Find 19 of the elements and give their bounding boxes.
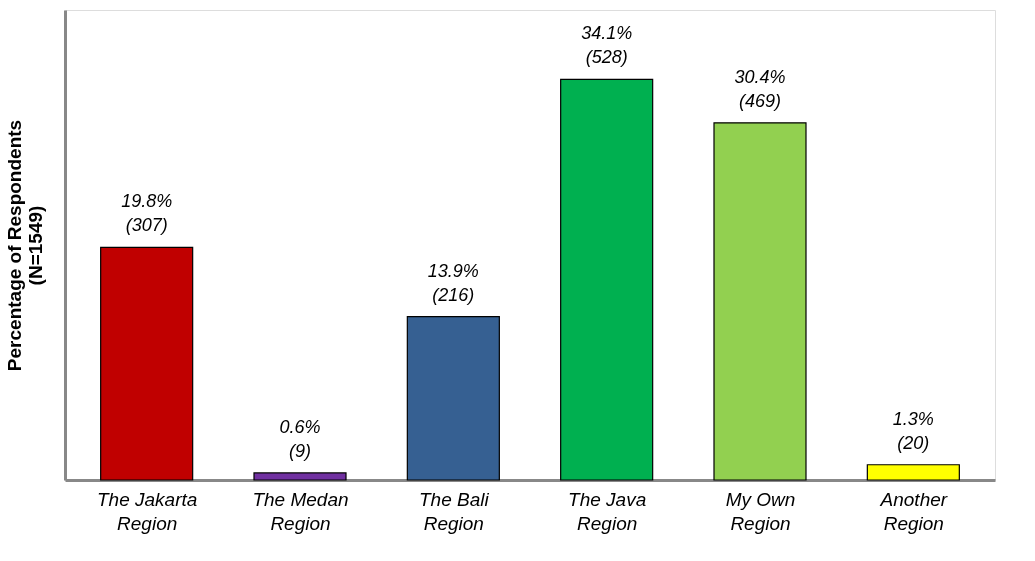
data-label: 19.8% (307) xyxy=(121,191,173,236)
data-label: 34.1% (528) xyxy=(581,23,633,68)
bar xyxy=(406,316,500,481)
data-label: 13.9% (216) xyxy=(427,260,479,305)
data-label: 30.4% (469) xyxy=(734,66,786,111)
x-tick-label: The Java Region xyxy=(568,488,647,534)
bar xyxy=(713,122,807,481)
x-tick-label: The Bali Region xyxy=(418,488,490,534)
bar xyxy=(560,78,654,481)
data-label: 1.3% (20) xyxy=(892,408,934,453)
x-tick-label: The Medan Region xyxy=(252,488,349,534)
data-label: 0.6% (9) xyxy=(279,416,321,461)
bar xyxy=(866,464,960,481)
bar xyxy=(100,246,194,481)
x-tick-label: Another Region xyxy=(879,488,948,534)
bar xyxy=(253,472,347,481)
x-tick-label: My Own Region xyxy=(725,488,796,534)
y-axis-title: Percentage of Respondents (N=1549) xyxy=(3,119,46,372)
x-tick-label: The Jakarta Region xyxy=(97,488,198,534)
